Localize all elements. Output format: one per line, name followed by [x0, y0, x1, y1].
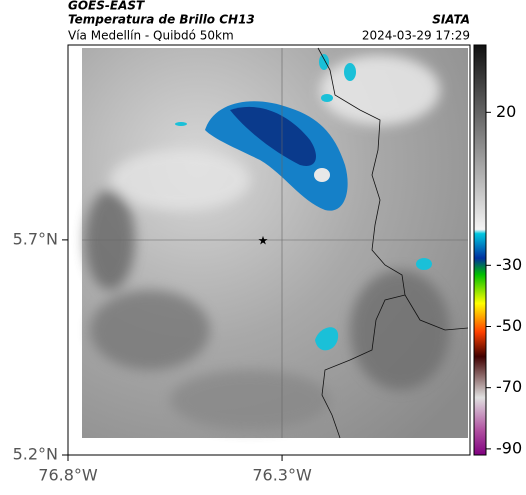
map-frame	[67, 44, 471, 456]
title: GOES-EAST	[68, 0, 145, 13]
lon-tick-label: 76.8°W	[38, 466, 98, 485]
agency: SIATA	[432, 13, 470, 27]
subtitle: Temperatura de Brillo CH13	[68, 13, 255, 27]
colorbar-tick-label: -30	[496, 255, 522, 274]
colorbar	[473, 44, 487, 456]
colorbar-tick-label: -90	[496, 438, 522, 457]
colorbar-tick-label: -70	[496, 377, 522, 396]
lat-tick-label: 5.7°N	[13, 229, 58, 248]
colorbar-tick-label: -50	[496, 316, 522, 335]
lat-tick-label: 5.2°N	[13, 445, 58, 464]
map-image: ★	[68, 45, 470, 455]
lon-tick-label: 76.3°W	[252, 466, 312, 485]
svg-text:★: ★	[258, 234, 269, 248]
colorbar-tick-label: 20	[496, 102, 516, 121]
route: Vía Medellín - Quibdó 50km	[68, 29, 234, 43]
timestamp: 2024-03-29 17:29	[362, 29, 470, 43]
